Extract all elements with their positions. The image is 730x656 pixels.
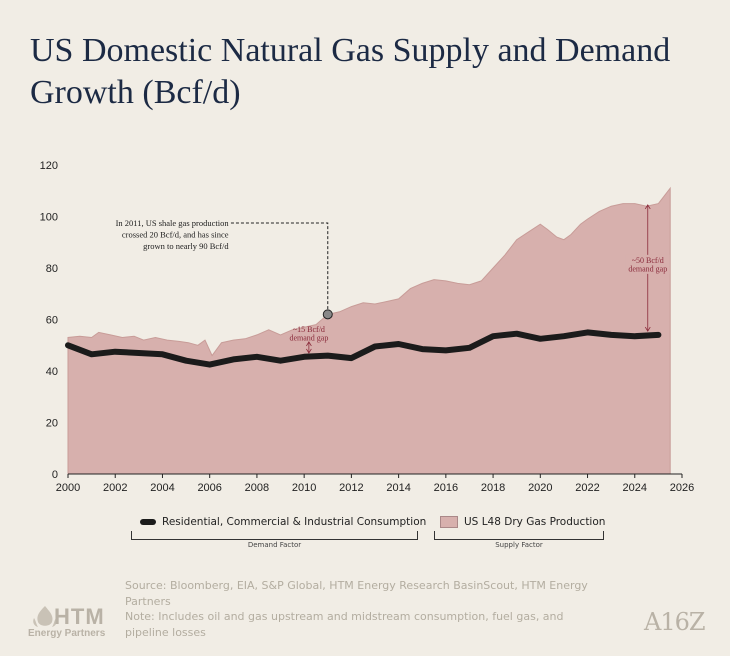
footer-notes: Source: Bloomberg, EIA, S&P Global, HTM … [125,578,595,640]
x-tick-label-2022: 2022 [575,482,599,494]
x-tick-label-2004: 2004 [150,482,174,494]
x-tick-label-2018: 2018 [481,482,505,494]
y-tick-label-40: 40 [46,366,58,378]
y-tick-label-120: 120 [40,160,58,172]
y-tick-label-0: 0 [52,469,58,481]
plot-area [65,186,671,475]
x-tick-label-2010: 2010 [292,482,316,494]
x-axis: 2000 2002 2004 2006 2008 2010 2012 2014 2016 2018… [56,473,694,494]
demand-group-label: Demand Factor [247,541,302,549]
x-tick-label-2014: 2014 [386,482,410,494]
legend-demand-label: Residential, Commercial & Industrial Con… [162,516,427,528]
gap-2024-label-2: demand gap [628,264,667,273]
x-tick-label-2006: 2006 [197,482,221,494]
htm-logo-subtext: Energy Partners [28,628,106,639]
gap-2024-arrow-head-top [644,204,651,210]
gap-2024-label-1: ~50 Bcf/d [632,256,664,265]
x-tick-label-2020: 2020 [528,482,552,494]
y-axis: 0 20 40 60 80 100 120 [40,160,58,481]
legend-supply: US L48 Dry Gas Production [440,516,605,528]
x-tick-label-2002: 2002 [103,482,127,494]
supply-group-label: Supply Factor [495,541,543,549]
supply-demand-chart: 2000 2002 2004 2006 2008 2010 2012 2014 2016 2018… [40,160,695,494]
page-title: US Domestic Natural Gas Supply and Deman… [30,32,671,111]
gap-2024-arrow-head-bottom [644,326,651,332]
demand-line-series [65,329,662,368]
supply-area-series [67,186,671,475]
htm-flame-icon [33,606,57,627]
legend-demand-swatch [140,519,156,525]
callout-text-line-3: grown to nearly 90 Bcf/d [143,241,229,251]
gap-2010-arrow-head-top [306,341,312,347]
callout-text-line-1: In 2011, US shale gas production [116,218,230,228]
annotations: In 2011, US shale gas productioncrossed … [116,204,670,354]
htm-logo-text: HTM [54,604,105,629]
y-tick-label-100: 100 [40,212,58,224]
legend-supply-swatch [440,516,458,528]
legend-supply-label: US L48 Dry Gas Production [464,516,606,528]
htm-logo: HTM Energy Partners [28,604,118,644]
x-tick-label-2008: 2008 [245,482,269,494]
y-tick-label-60: 60 [46,315,58,327]
gap-2010-arrow-head-bottom [306,348,312,354]
legend-demand: Residential, Commercial & Industrial Con… [140,516,426,528]
callout-leader-line [230,222,329,310]
y-tick-label-20: 20 [46,418,58,430]
x-tick-label-2016: 2016 [434,482,458,494]
x-tick-label-2024: 2024 [623,482,647,494]
demand-bracket [131,531,418,540]
supply-bracket [434,531,604,540]
gap-2010-label-2: demand gap [289,333,328,342]
x-tick-label-2000: 2000 [56,482,80,494]
gap-2024-label-bg [625,254,670,274]
x-tick-label-2012: 2012 [339,482,363,494]
y-tick-label-80: 80 [46,263,58,275]
gap-2010-label-1: ~15 Bcf/d [293,325,325,334]
callout-text-line-2: crossed 20 Bcf/d, and has since [122,229,229,239]
a16z-logo: A16Z [644,608,706,636]
callout-marker [322,309,333,320]
note-text: Note: Includes oil and gas upstream and … [125,610,564,639]
source-text: Source: Bloomberg, EIA, S&P Global, HTM … [125,579,588,608]
x-tick-label-2026: 2026 [670,482,694,494]
